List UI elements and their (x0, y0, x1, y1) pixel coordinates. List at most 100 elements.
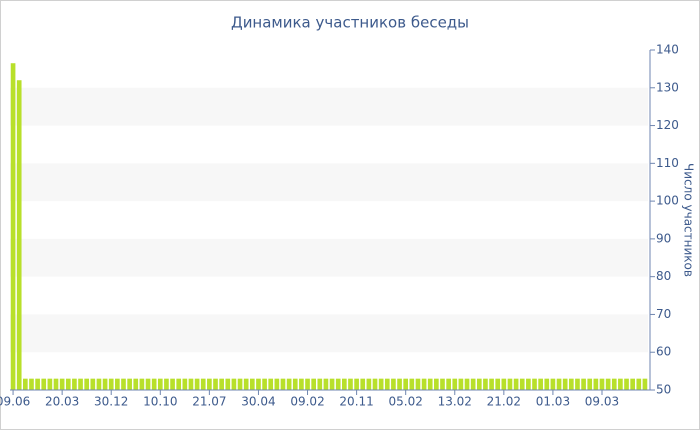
bar (286, 378, 292, 390)
bar (403, 378, 409, 390)
bar (642, 378, 648, 390)
bar (581, 378, 586, 390)
bar (29, 378, 34, 390)
bar (378, 378, 384, 390)
bar (292, 378, 298, 390)
bar (446, 378, 451, 390)
bar (452, 378, 458, 390)
bar (458, 378, 464, 390)
bar (476, 378, 482, 390)
bar (78, 378, 83, 390)
x-tick-label: 21.02 (487, 395, 521, 409)
y-tick-label: 50 (656, 383, 671, 397)
bar (53, 378, 59, 390)
bar (90, 378, 96, 390)
y-tick-label: 90 (656, 231, 671, 245)
bar (568, 378, 574, 390)
bar (544, 378, 550, 390)
bar (434, 378, 439, 390)
x-tick-label: 09.06 (0, 395, 30, 409)
y-tick-label: 100 (656, 194, 679, 208)
bar (176, 378, 182, 390)
bar (249, 378, 255, 390)
bar (513, 378, 519, 390)
x-tick-label: 09.02 (290, 395, 324, 409)
bar (611, 378, 617, 390)
bar (556, 378, 562, 390)
bar (262, 378, 267, 390)
bar (575, 378, 580, 390)
chart-title: Динамика участников беседы (231, 14, 469, 32)
bar (16, 80, 22, 390)
x-tick-label: 13.02 (438, 395, 472, 409)
bar (470, 378, 476, 390)
bar (194, 378, 200, 390)
bar (409, 378, 415, 390)
bar (182, 378, 188, 390)
bar (139, 378, 145, 390)
bar (115, 378, 120, 390)
bar (84, 378, 90, 390)
bar (65, 378, 71, 390)
bar (348, 378, 353, 390)
bar (605, 378, 611, 390)
grid-band (10, 87, 648, 126)
bar (151, 378, 157, 390)
bar (41, 378, 47, 390)
bar (415, 378, 421, 390)
bar (59, 378, 65, 390)
y-axis-label: Число участников (682, 163, 696, 277)
bar (164, 378, 169, 390)
bar (397, 378, 402, 390)
bar (599, 378, 605, 390)
y-tick-label: 110 (656, 156, 679, 170)
bar (207, 378, 212, 390)
grid-band (10, 238, 648, 277)
bar (366, 378, 372, 390)
bar (213, 378, 218, 390)
bar (268, 378, 274, 390)
bar (519, 378, 525, 390)
bar (23, 378, 28, 390)
x-tick-label: 30.12 (94, 395, 128, 409)
y-tick-label: 70 (656, 307, 671, 321)
bar (305, 378, 310, 390)
bar (96, 378, 102, 390)
bar (121, 378, 126, 390)
x-tick-label: 10.10 (143, 395, 177, 409)
bar (231, 378, 237, 390)
x-tick-label: 01.03 (536, 395, 570, 409)
bar (10, 63, 16, 390)
bar (384, 378, 390, 390)
y-tick-label: 140 (656, 43, 679, 57)
bar (133, 378, 139, 390)
bar (317, 378, 323, 390)
bar (372, 378, 378, 390)
bar (256, 378, 261, 390)
x-tick-label: 20.03 (45, 395, 79, 409)
bar (157, 378, 163, 390)
bar (243, 378, 249, 390)
bar (102, 378, 108, 390)
bar (593, 378, 599, 390)
bar (501, 378, 507, 390)
bar (72, 378, 77, 390)
bar (507, 378, 513, 390)
bar (354, 378, 359, 390)
bar (483, 378, 488, 390)
bar (280, 378, 286, 390)
bar (323, 378, 329, 390)
bar (360, 378, 366, 390)
bar (618, 378, 623, 390)
bar (526, 378, 531, 390)
x-tick-label: 21.07 (192, 395, 226, 409)
bar (219, 378, 224, 390)
bar (35, 378, 40, 390)
y-tick-label: 130 (656, 80, 679, 94)
y-tick-label: 60 (656, 345, 671, 359)
bar (47, 378, 53, 390)
x-tick-label: 05.02 (389, 395, 423, 409)
grid-band (10, 314, 648, 353)
y-tick-label: 120 (656, 118, 679, 132)
